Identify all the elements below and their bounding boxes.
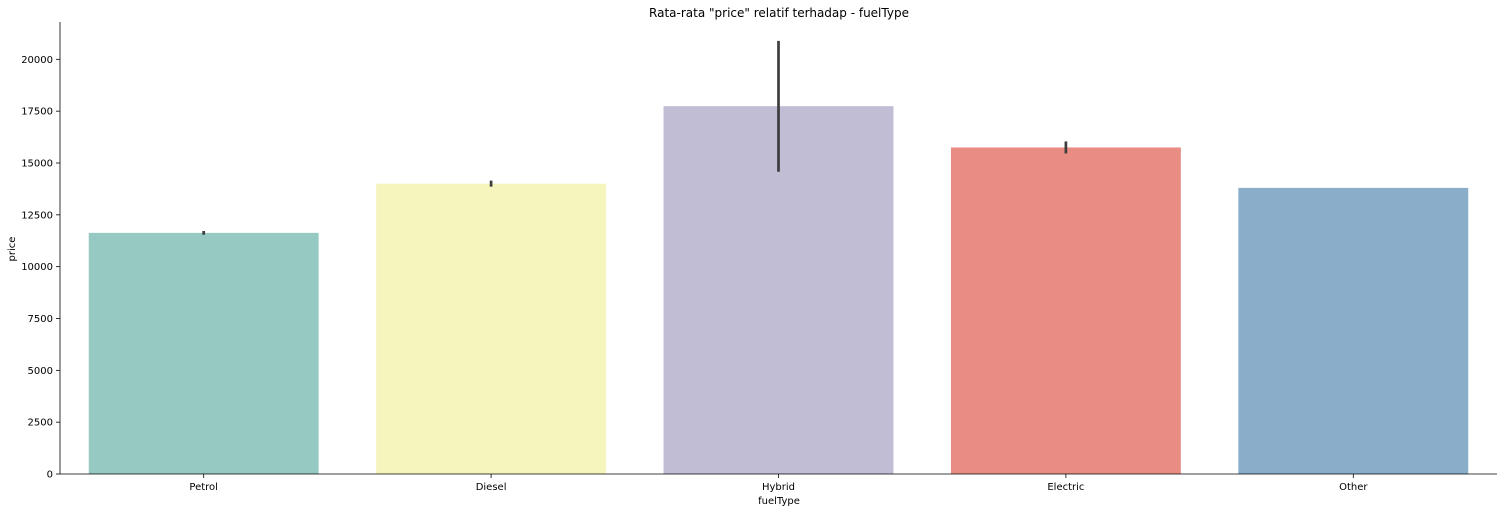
x-tick-label-electric: Electric [1047, 482, 1084, 493]
x-tick-label-petrol: Petrol [189, 482, 218, 493]
y-tick-label-10000: 10000 [21, 262, 53, 273]
x-tick-label-diesel: Diesel [476, 482, 507, 493]
y-tick-label-7500: 7500 [28, 314, 53, 325]
y-axis-label: price [7, 237, 18, 262]
chart-title: Rata-rata "price" relatif terhadap - fue… [649, 6, 909, 20]
x-tick-label-hybrid: Hybrid [762, 482, 795, 493]
bar-other [1238, 187, 1469, 474]
y-tick-label-5000: 5000 [28, 366, 53, 377]
y-tick-label-2500: 2500 [28, 418, 53, 429]
y-tick-label-15000: 15000 [21, 158, 53, 169]
bar-diesel [376, 183, 607, 474]
y-tick-label-17500: 17500 [21, 107, 53, 118]
x-tick-label-other: Other [1339, 482, 1368, 493]
y-tick-label-12500: 12500 [21, 210, 53, 221]
y-tick-label-20000: 20000 [21, 55, 53, 66]
y-tick-label-0: 0 [47, 470, 53, 481]
bar-petrol [88, 232, 319, 474]
plot-area: Petrol Diesel Hybrid Electric Other 0 2500 5000… [21, 22, 1497, 493]
bar-electric [950, 147, 1181, 474]
x-axis-label: fuelType [758, 496, 800, 507]
